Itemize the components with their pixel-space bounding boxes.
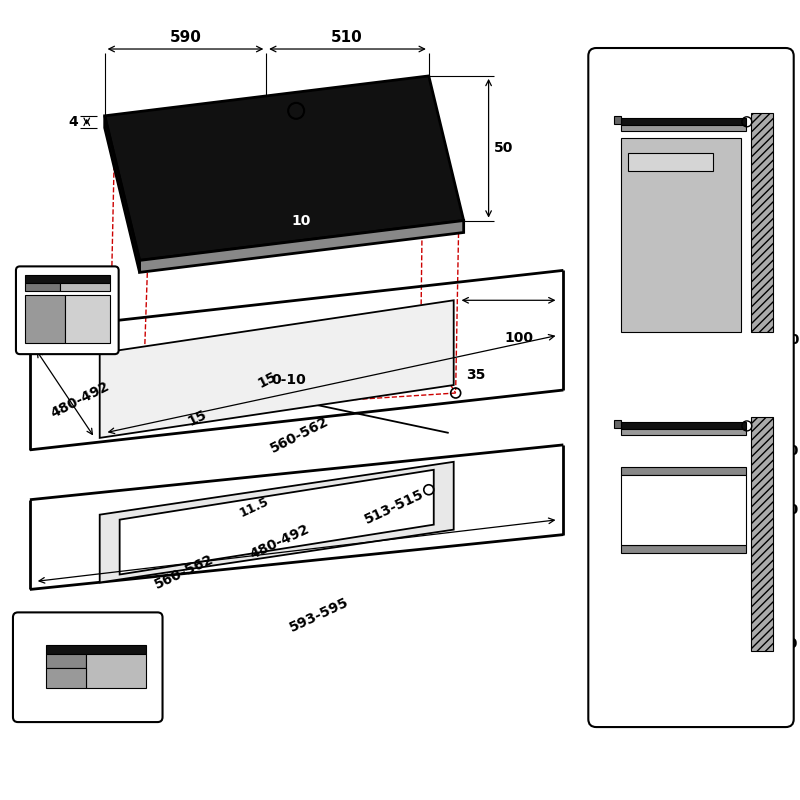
Text: 510: 510	[331, 30, 363, 45]
Text: 247.5: 247.5	[671, 393, 715, 407]
Polygon shape	[105, 116, 139, 272]
Bar	[614, 420, 622, 428]
Text: min 12: min 12	[661, 379, 725, 397]
Bar	[622, 467, 746, 474]
Text: 560-562: 560-562	[153, 552, 216, 591]
Bar	[46, 654, 86, 668]
Text: 480-492: 480-492	[48, 379, 111, 421]
Text: 247.5: 247.5	[671, 89, 715, 103]
FancyBboxPatch shape	[13, 612, 162, 722]
Text: 20: 20	[779, 638, 798, 651]
Text: 560-562: 560-562	[267, 414, 330, 456]
Polygon shape	[120, 470, 434, 574]
Bar	[622, 422, 746, 429]
Bar	[65, 295, 110, 343]
Text: 100: 100	[504, 331, 533, 345]
Bar	[25, 275, 110, 283]
Text: 480-492: 480-492	[247, 522, 311, 562]
Text: 15: 15	[255, 370, 279, 390]
Bar	[622, 545, 746, 553]
Polygon shape	[105, 76, 464, 261]
Bar	[46, 646, 146, 654]
Text: 590: 590	[170, 30, 202, 45]
Bar	[46, 668, 86, 688]
Bar	[60, 283, 110, 291]
Text: 60: 60	[779, 502, 798, 517]
Text: 4: 4	[68, 115, 78, 129]
Bar	[86, 654, 146, 688]
Text: 20: 20	[781, 333, 800, 347]
Text: 50: 50	[494, 141, 514, 154]
Text: 6: 6	[27, 626, 41, 645]
Bar	[751, 417, 773, 651]
Bar	[25, 283, 60, 291]
Text: 593-595: 593-595	[287, 594, 351, 634]
Polygon shape	[100, 462, 454, 582]
Bar	[622, 474, 746, 545]
Polygon shape	[139, 221, 464, 272]
Text: 11.5: 11.5	[238, 495, 271, 520]
FancyBboxPatch shape	[588, 48, 794, 727]
Bar	[622, 138, 741, 332]
Text: 10: 10	[779, 444, 798, 458]
Bar	[751, 113, 773, 332]
Bar	[622, 118, 746, 125]
Text: min 28: min 28	[661, 75, 725, 93]
Text: 35: 35	[466, 368, 486, 382]
Bar	[622, 125, 746, 130]
Bar	[614, 116, 622, 124]
Bar	[628, 153, 713, 170]
Text: 0-10: 0-10	[272, 373, 306, 387]
FancyBboxPatch shape	[16, 266, 118, 354]
Text: 15: 15	[186, 407, 210, 429]
Text: 513-515: 513-515	[362, 486, 426, 526]
Bar	[622, 429, 746, 435]
Bar	[25, 295, 65, 343]
Polygon shape	[100, 300, 454, 438]
Text: 10: 10	[291, 214, 311, 227]
